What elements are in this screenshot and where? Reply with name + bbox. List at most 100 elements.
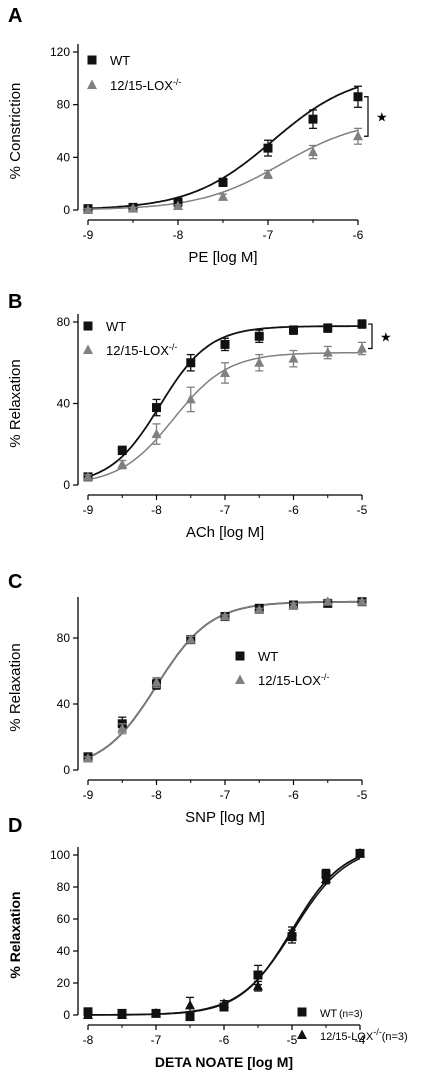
legend-label: 12/15-LOX-/- (106, 342, 177, 358)
legend-marker-triangle (83, 344, 93, 354)
y-tick-label: 40 (57, 944, 71, 958)
data-point-triangle (173, 200, 183, 211)
legend-marker-triangle (297, 1029, 307, 1039)
data-point-square (263, 143, 273, 153)
significance-bracket (368, 323, 373, 350)
chart-panel-a: A 0 40 80 120 -9 -8 -7 -6 PE [log M] % Constrictio… (7, 5, 388, 266)
x-tick-label: -8 (151, 503, 162, 517)
data-point-triangle (151, 428, 162, 439)
y-axis-label: % Relaxation (7, 643, 24, 731)
legend-label: 12/15-LOX-/- (110, 77, 181, 93)
y-tick-label: 80 (57, 98, 71, 112)
data-point-triangle (128, 203, 138, 213)
data-point-triangle (308, 146, 318, 157)
fit-curve-wt (87, 86, 359, 210)
panel-letter: B (8, 291, 22, 313)
data-point-triangle (253, 980, 263, 991)
data-point-square (117, 445, 127, 455)
data-point-triangle (117, 1009, 127, 1019)
y-tick-label: 80 (57, 880, 71, 894)
data-point-triangle (219, 998, 229, 1008)
x-axis-label: ACh [log M] (186, 524, 264, 541)
y-tick-label: 40 (57, 697, 71, 711)
y-tick-label: 0 (63, 763, 70, 777)
data-point-square (220, 339, 230, 349)
x-tick-label: -8 (83, 1033, 94, 1047)
data-point-square (308, 114, 318, 124)
significance-star: ★ (376, 110, 388, 125)
x-tick-label: -5 (357, 788, 368, 802)
data-point-triangle (220, 367, 230, 377)
data-point-triangle (83, 1009, 93, 1019)
data-point-triangle (322, 596, 333, 606)
legend-label: 12/15-LOX-/- (258, 672, 329, 688)
data-point-triangle (254, 357, 265, 367)
legend-marker-triangle (235, 674, 245, 684)
chart-panel-b: B 0 40 80 -9 -8 -7 -6 -5 ACh [log M] % Relaxation W… (7, 291, 392, 541)
data-point-triangle (254, 604, 265, 614)
x-tick-label: -7 (220, 788, 231, 802)
data-point-triangle (353, 130, 363, 141)
x-tick-label: -9 (83, 503, 94, 517)
significance-star: ★ (380, 329, 392, 344)
legend-label: WT (110, 53, 130, 68)
y-axis-label: % Constriction (7, 83, 24, 180)
data-point-triangle (185, 393, 196, 404)
y-tick-label: 100 (50, 848, 70, 862)
x-tick-label: -6 (288, 503, 299, 517)
data-point-triangle (220, 611, 230, 621)
data-point-triangle (287, 926, 297, 936)
legend-marker-square (235, 651, 245, 661)
data-point-square (353, 92, 363, 102)
data-point-triangle (83, 752, 93, 763)
data-point-square (152, 403, 161, 413)
y-tick-label: 0 (63, 1008, 70, 1022)
data-point-triangle (151, 677, 162, 687)
panel-letter: C (8, 571, 22, 593)
x-tick-label: -7 (151, 1033, 162, 1047)
data-point-square (323, 323, 333, 333)
significance-bracket (364, 96, 369, 137)
x-axis-label: PE [log M] (188, 249, 257, 266)
x-tick-label: -6 (219, 1033, 230, 1047)
legend-label: 12/15-LOX-/-(n=3) (320, 1027, 408, 1043)
y-tick-label: 40 (57, 150, 71, 164)
panel-letter: D (8, 815, 22, 837)
y-tick-label: 120 (50, 45, 70, 59)
legend-label: WT (106, 319, 126, 334)
y-tick-label: 40 (57, 397, 71, 411)
y-tick-label: 80 (57, 631, 71, 645)
x-tick-label: -9 (83, 228, 94, 242)
data-point-triangle (288, 599, 299, 609)
legend-marker-square (87, 55, 97, 65)
y-tick-label: 20 (57, 976, 71, 990)
x-axis-label: SNP [log M] (185, 809, 265, 826)
legend-marker-triangle (87, 79, 97, 89)
data-point-triangle (263, 168, 273, 179)
data-point-square (289, 325, 298, 335)
x-tick-label: -4 (355, 1033, 366, 1047)
data-point-triangle (321, 873, 331, 883)
data-point-triangle (185, 999, 195, 1010)
x-tick-label: -5 (357, 503, 368, 517)
y-tick-label: 0 (63, 203, 70, 217)
x-tick-label: -7 (263, 228, 274, 242)
legend-marker-square (83, 321, 93, 331)
y-axis-label: % Relaxation (7, 891, 23, 978)
x-tick-label: -6 (288, 788, 299, 802)
data-point-triangle (357, 596, 367, 606)
data-point-triangle (357, 342, 367, 353)
data-point-triangle (322, 347, 333, 357)
fit-curve-lox (88, 857, 361, 1016)
chart-panel-d: D 0 20 40 60 80 100 -8 -7 -6 -5 -4 DETA NOATE [log M… (7, 815, 408, 1070)
legend-marker-square (297, 1007, 307, 1017)
x-tick-label: -8 (173, 228, 184, 242)
data-point-triangle (83, 471, 93, 481)
x-tick-label: -8 (151, 788, 162, 802)
y-axis-label: % Relaxation (7, 359, 24, 447)
data-point-triangle (355, 847, 365, 858)
chart-panel-c: C 0 40 80 -9 -8 -7 -6 -5 SNP [log M] % Relaxation W… (7, 571, 368, 826)
x-tick-label: -9 (83, 788, 94, 802)
data-point-square (254, 331, 264, 341)
